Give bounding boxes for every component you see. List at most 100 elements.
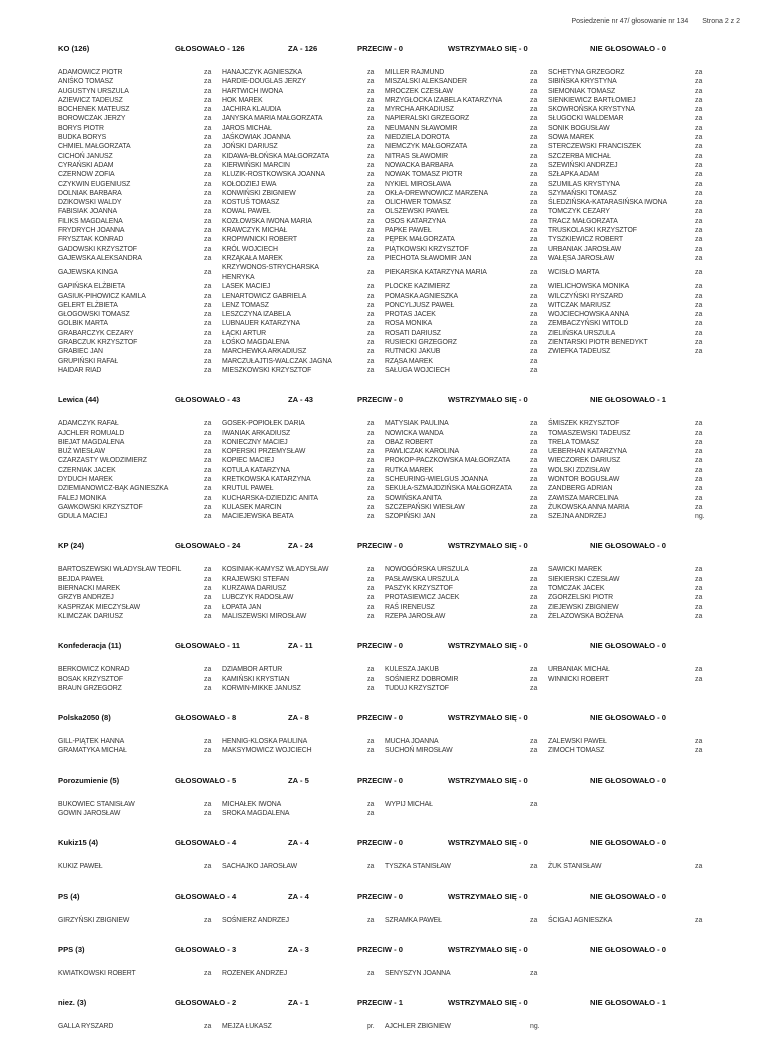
vote-value: za <box>204 87 212 95</box>
deputy-name: SCHETYNA GRZEGORZ <box>548 69 625 76</box>
party-header: Kukiz15 (4) GŁOSOWAŁO - 4 ZA - 4 PRZECIW - … <box>58 838 716 847</box>
stat-glosowalo: GŁOSOWAŁO - 2 <box>175 998 237 1008</box>
stat-wstrzymalo-sie: WSTRZYMAŁO SIĘ - 0 <box>448 395 528 405</box>
party-header: KP (24) GŁOSOWAŁO - 24 ZA - 24 PRZECIW - 0 W… <box>58 541 716 550</box>
deputy-name: FRYDRYCH JOANNA <box>58 227 125 235</box>
deputy-name: SACHAJKO JAROSŁAW <box>222 863 298 871</box>
deputy-name: DZIEMIANOWICZ-BĄK AGNIESZKA <box>58 485 169 493</box>
vote-row: BIERNACKI MAREK za KURZAWA DARIUSZ za PASZYK… <box>58 584 716 593</box>
vote-value: za <box>204 124 212 132</box>
party-name: Konfederacja (11) <box>58 641 122 651</box>
deputy-name: TOMASZEWSKI TADEUSZ <box>548 429 631 437</box>
party-name: niez. (3) <box>58 998 87 1008</box>
stat-glosowalo: GŁOSOWAŁO - 4 <box>175 891 237 901</box>
deputy-name: WYPIJ MICHAŁ <box>385 800 433 808</box>
vote-value: za <box>695 666 703 674</box>
deputy-name: KONIECZNY MACIEJ <box>222 438 288 446</box>
vote-value: za <box>530 475 538 483</box>
deputy-name: SOŚNIERZ ANDRZEJ <box>222 916 289 924</box>
vote-value: za <box>530 594 538 602</box>
vote-value: za <box>695 217 703 225</box>
vote-value: za <box>695 143 703 151</box>
vote-value: za <box>530 254 538 262</box>
vote-value: za <box>530 106 538 114</box>
vote-rows: BUKOWIEC STANISŁAW za MICHAŁEK IWONA za WYPI… <box>58 800 716 819</box>
deputy-name: PAWLICZAK KAROLINA <box>385 448 460 456</box>
vote-value: za <box>530 320 538 328</box>
deputy-name: DYDUCH MAREK <box>58 475 113 483</box>
deputy-name: PIEKARSKA KATARZYNA MARIA <box>385 269 487 277</box>
deputy-name: KWIATKOWSKI ROBERT <box>58 969 136 977</box>
deputy-name: TYSZKA STANISŁAW <box>385 863 451 871</box>
deputy-name: LENARTOWICZ GABRIELA <box>222 292 307 300</box>
vote-row: AJCHLER ROMUALD za IWANIAK ARKADIUSZ za NOWI… <box>58 429 716 438</box>
vote-row: CHMIEL MAŁGORZATA za JOŃSKI DARIUSZ za NIEMC… <box>58 142 716 151</box>
vote-value: za <box>367 675 375 683</box>
deputy-name: BRAUN GRZEGORZ <box>58 684 122 692</box>
deputy-name: SEKUŁA-SZMAJDZIŃSKA MAŁGORZATA <box>385 485 512 493</box>
vote-row: BRAUN GRZEGORZ za KORWIN-MIKKE JANUSZ za TUD… <box>58 684 716 693</box>
vote-value: za <box>204 675 212 683</box>
vote-section: PS (4) GŁOSOWAŁO - 4 ZA - 4 PRZECIW - 0 WSTR… <box>58 892 716 925</box>
vote-value: za <box>530 189 538 197</box>
vote-value: za <box>530 566 538 574</box>
vote-value: za <box>530 269 538 277</box>
vote-value: za <box>530 87 538 95</box>
deputy-name: WILCZYŃSKI RYSZARD <box>548 292 624 300</box>
stat-nie-glosowalo: NIE GŁOSOWAŁO - 0 <box>590 891 666 901</box>
vote-row: GOWIN JAROSŁAW za SROKA MAGDALENA za <box>58 809 716 818</box>
vote-value: za <box>367 301 375 309</box>
vote-row: BOROWCZAK JERZY za JANYSKA MARIA MAŁGORZAT… <box>58 114 716 123</box>
vote-rows: ADAMOWICZ PIOTR za HANAJCZYK AGNIESZKA za MI… <box>58 68 716 375</box>
party-header: niez. (3) GŁOSOWAŁO - 2 ZA - 1 PRZECIW - 1 W… <box>58 998 716 1007</box>
vote-value: za <box>367 208 375 216</box>
vote-value: za <box>204 916 212 924</box>
vote-value: za <box>367 329 375 337</box>
deputy-name: RUSIECKI GRZEGORZ <box>385 339 457 347</box>
vote-value: za <box>204 513 212 521</box>
deputy-name: TRUSKOLASKI KRZYSZTOF <box>548 227 637 235</box>
deputy-name: GŁOGOWSKI TOMASZ <box>58 311 130 319</box>
vote-rows: GALLA RYSZARD za MEJZA ŁUKASZ pr. AJCHLER ZB… <box>58 1022 716 1031</box>
vote-value: za <box>530 357 538 365</box>
vote-value: za <box>204 475 212 483</box>
vote-value: za <box>204 448 212 456</box>
stat-wstrzymalo-sie: WSTRZYMAŁO SIĘ - 0 <box>448 998 528 1008</box>
deputy-name: ŚLEDZIŃSKA-KATARASIŃSKA IWONA <box>548 199 667 207</box>
stat-nie-glosowalo: NIE GŁOSOWAŁO - 0 <box>590 713 666 723</box>
vote-value: za <box>530 916 538 924</box>
deputy-name: DZIKOWSKI WALDY <box>58 199 122 207</box>
vote-value: za <box>695 227 703 235</box>
vote-value: za <box>204 134 212 142</box>
deputy-name: SIENKIEWICZ BARTŁOMIEJ <box>548 96 636 104</box>
deputy-name: TYSZKIEWICZ ROBERT <box>548 236 624 244</box>
deputy-name: JAROS MICHAŁ <box>222 124 272 132</box>
vote-value: za <box>367 180 375 188</box>
stat-za: ZA - 4 <box>288 838 309 848</box>
stat-wstrzymalo-sie: WSTRZYMAŁO SIĘ - 0 <box>448 944 528 954</box>
vote-value: pr. <box>367 1023 375 1031</box>
deputy-name: SIBIŃSKA KRYSTYNA <box>548 78 617 86</box>
deputy-name: GAJEWSKA KINGA <box>58 269 118 277</box>
deputy-name: TRELA TOMASZ <box>548 438 600 446</box>
deputy-name: NIEMCZYK MAŁGORZATA <box>385 143 468 151</box>
vote-value: za <box>695 485 703 493</box>
vote-value: za <box>530 96 538 104</box>
deputy-name: LASEK MACIEJ <box>222 283 271 291</box>
stat-nie-glosowalo: NIE GŁOSOWAŁO - 0 <box>590 838 666 848</box>
vote-section: KP (24) GŁOSOWAŁO - 24 ZA - 24 PRZECIW - 0 W… <box>58 541 716 621</box>
vote-value: za <box>530 800 538 808</box>
deputy-name: GRABARCZYK CEZARY <box>58 329 134 337</box>
deputy-name: TOMCZAK JACEK <box>548 585 605 593</box>
deputy-name: MIESZKOWSKI KRZYSZTOF <box>222 366 312 374</box>
deputy-name: KOWAL PAWEŁ <box>222 208 271 216</box>
party-name: Lewica (44) <box>58 395 99 405</box>
deputy-name: NOWICKA WANDA <box>385 429 444 437</box>
vote-value: za <box>530 134 538 142</box>
deputy-name: AUGUSTYN URSZULA <box>58 87 129 95</box>
stat-za: ZA - 1 <box>288 998 309 1008</box>
deputy-name: SIEMONIAK TOMASZ <box>548 87 616 95</box>
deputy-name: LESZCZYNA IZABELA <box>222 311 291 319</box>
party-name: PS (4) <box>58 891 80 901</box>
vote-row: HAIDAR RIAD za MIESZKOWSKI KRZYSZTOF za SAŁU… <box>58 366 716 375</box>
